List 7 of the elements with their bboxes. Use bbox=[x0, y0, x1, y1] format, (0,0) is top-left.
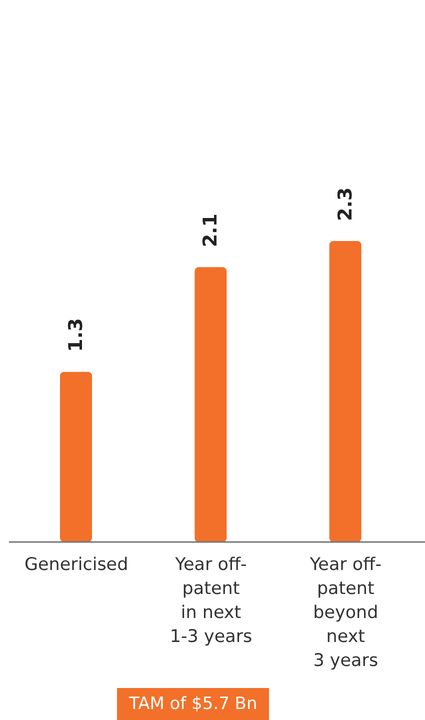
x-tick-label: Genericised bbox=[24, 555, 128, 575]
data-label: 1.3 bbox=[65, 318, 87, 352]
data-label: 2.1 bbox=[200, 214, 222, 248]
data-label: 2.3 bbox=[334, 187, 356, 221]
text: TAM of $5.7 Bn bbox=[117, 688, 270, 720]
x-tick-label: Year off- patent in next 1-3 years bbox=[170, 555, 252, 647]
x-tick-label: Year off- patent beyond next 3 years bbox=[308, 555, 382, 671]
